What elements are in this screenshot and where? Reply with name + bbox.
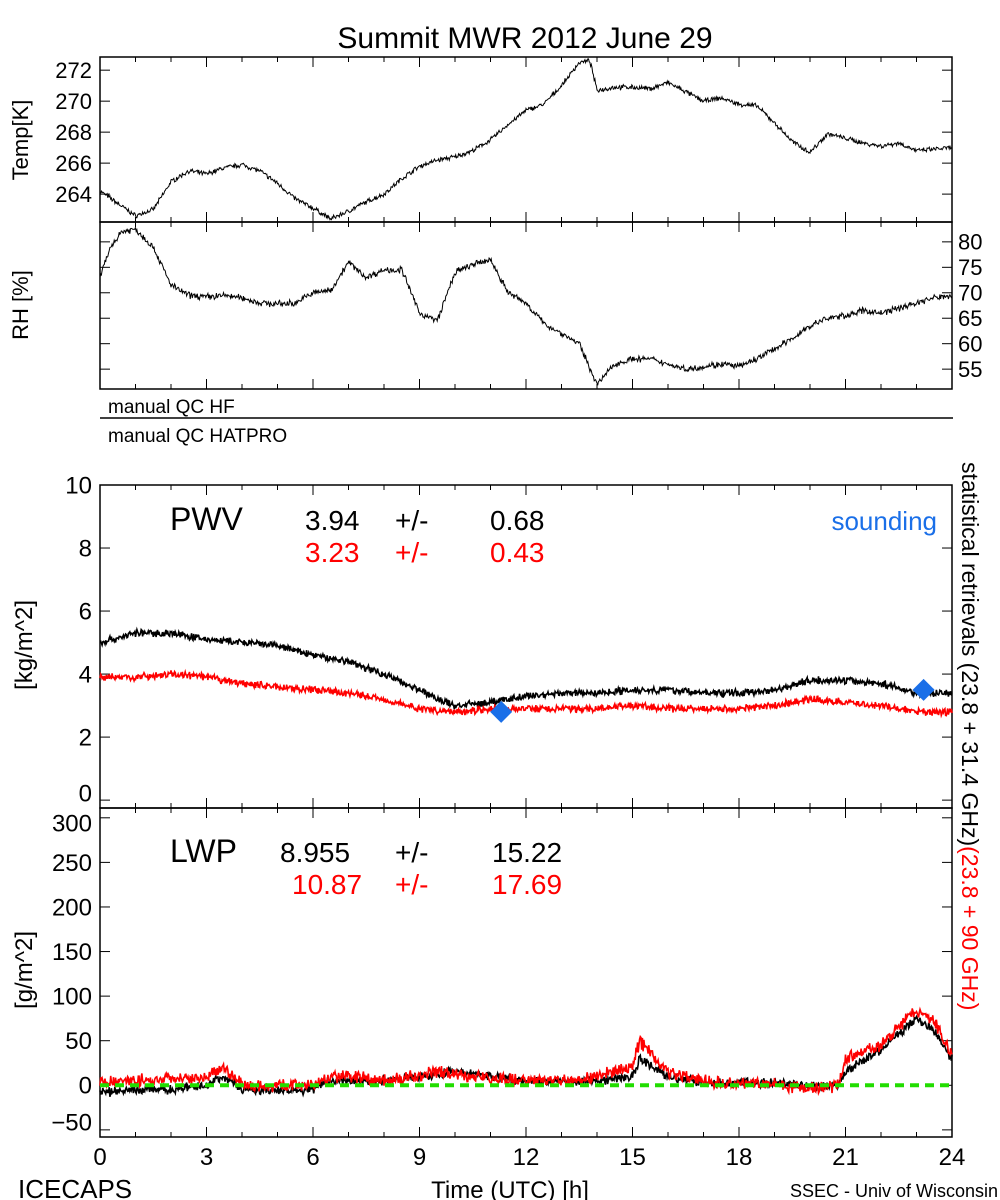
pwv-series-red: [99, 668, 953, 719]
rh-ytick-label: 80: [958, 230, 982, 255]
temp-ytick-label: 268: [55, 120, 92, 145]
lwp-stats-black: 8.955 +/- 15.22: [280, 837, 562, 868]
retrieval-side-label: statistical retrievals (23.8 + 31.4 GHz)…: [957, 462, 983, 1010]
lwp-ytick-label: 150: [52, 939, 92, 966]
x-tick-label: 9: [413, 1144, 426, 1171]
lwp-stats-red: 10.87 +/- 17.69: [292, 869, 562, 900]
temp-ytick-label: 264: [55, 182, 92, 207]
x-tick-label: 15: [619, 1144, 646, 1171]
pwv-series-black: [99, 626, 953, 710]
pwv-stats-black: 3.94 +/- 0.68: [305, 505, 545, 536]
x-tick-label: 0: [93, 1144, 106, 1171]
lwp-ytick-label: 250: [52, 850, 92, 877]
lwp-ytick-label: 200: [52, 894, 92, 921]
sounding-marker: [490, 700, 513, 723]
lwp-pm-red: +/-: [395, 869, 428, 900]
lwp-title: LWP: [170, 833, 237, 869]
pwv-pm-black: +/-: [395, 505, 428, 536]
pwv-ytick-label: 6: [79, 598, 92, 625]
x-tick-label: 18: [726, 1144, 753, 1171]
temp-ytick-label: 272: [55, 58, 92, 83]
footer-icecaps: ICECAPS: [18, 1174, 132, 1200]
footer-ssec: SSEC - Univ of Wisconsin: [790, 1181, 998, 1200]
pwv-stats-red: 3.23 +/- 0.43: [305, 537, 545, 568]
pwv-ytick-label: 10: [65, 472, 92, 499]
temp-series-black: [99, 58, 953, 221]
pwv-ytick-label: 0: [79, 780, 92, 807]
rh-series-black: [99, 227, 953, 386]
sounding-legend: sounding: [831, 506, 937, 536]
lwp-ytick-label: 100: [52, 984, 92, 1011]
x-tick-label: 12: [513, 1144, 540, 1171]
rh-ytick-label: 60: [958, 331, 982, 356]
pwv-title: PWV: [170, 501, 244, 537]
pwv-ytick-label: 8: [79, 535, 92, 562]
x-tick-label: 21: [832, 1144, 859, 1171]
lwp-ytick-label: 300: [52, 810, 92, 837]
pwv-pm-red: +/-: [395, 537, 428, 568]
lwp-pm-black: +/-: [395, 837, 428, 868]
x-axis-label: Time (UTC) [h]: [431, 1177, 589, 1200]
lwp-mean-black: 8.955: [280, 837, 350, 868]
chart-marks: 2642662682702725560657075800246810−50050…: [51, 56, 982, 1171]
rh-ytick-label: 65: [958, 306, 982, 331]
retrieval-label-black: statistical retrievals (23.8 + 31.4 GHz): [957, 462, 983, 846]
pwv-ytick-label: 4: [79, 662, 92, 689]
lwp-std-black: 15.22: [492, 837, 562, 868]
lwp-ylabel: [g/m^2]: [11, 931, 38, 1009]
x-tick-label: 6: [306, 1144, 319, 1171]
pwv-ytick-label: 2: [79, 725, 92, 752]
rh-ylabel: RH [%]: [8, 270, 33, 340]
retrieval-label-red: (23.8 + 90 GHz): [957, 846, 983, 1010]
lwp-std-red: 17.69: [492, 869, 562, 900]
sounding-marker: [912, 678, 935, 701]
pwv-mean-black: 3.94: [305, 505, 360, 536]
figure-title: Summit MWR 2012 June 29: [337, 22, 712, 55]
qc-hatpro-label: manual QC HATPRO: [108, 426, 287, 447]
lwp-ytick-label: 0: [79, 1073, 92, 1100]
lwp-ytick-label: −50: [51, 1109, 92, 1136]
pwv-std-red: 0.43: [490, 537, 545, 568]
x-tick-label: 24: [939, 1144, 966, 1171]
temp-ytick-label: 266: [55, 151, 92, 176]
temp-ytick-label: 270: [55, 89, 92, 114]
pwv-mean-red: 3.23: [305, 537, 360, 568]
lwp-mean-red: 10.87: [292, 869, 362, 900]
pwv-std-black: 0.68: [490, 505, 545, 536]
lwp-ytick-label: 50: [65, 1028, 92, 1055]
rh-ytick-label: 55: [958, 357, 982, 382]
qc-hf-label: manual QC HF: [108, 397, 235, 418]
rh-ytick-label: 70: [958, 281, 982, 306]
rh-frame: [99, 221, 953, 390]
x-tick-label: 3: [200, 1144, 213, 1171]
temp-ylabel: Temp[K]: [8, 100, 33, 181]
rh-ytick-label: 75: [958, 255, 982, 280]
pwv-ylabel: [kg/m^2]: [11, 600, 38, 690]
